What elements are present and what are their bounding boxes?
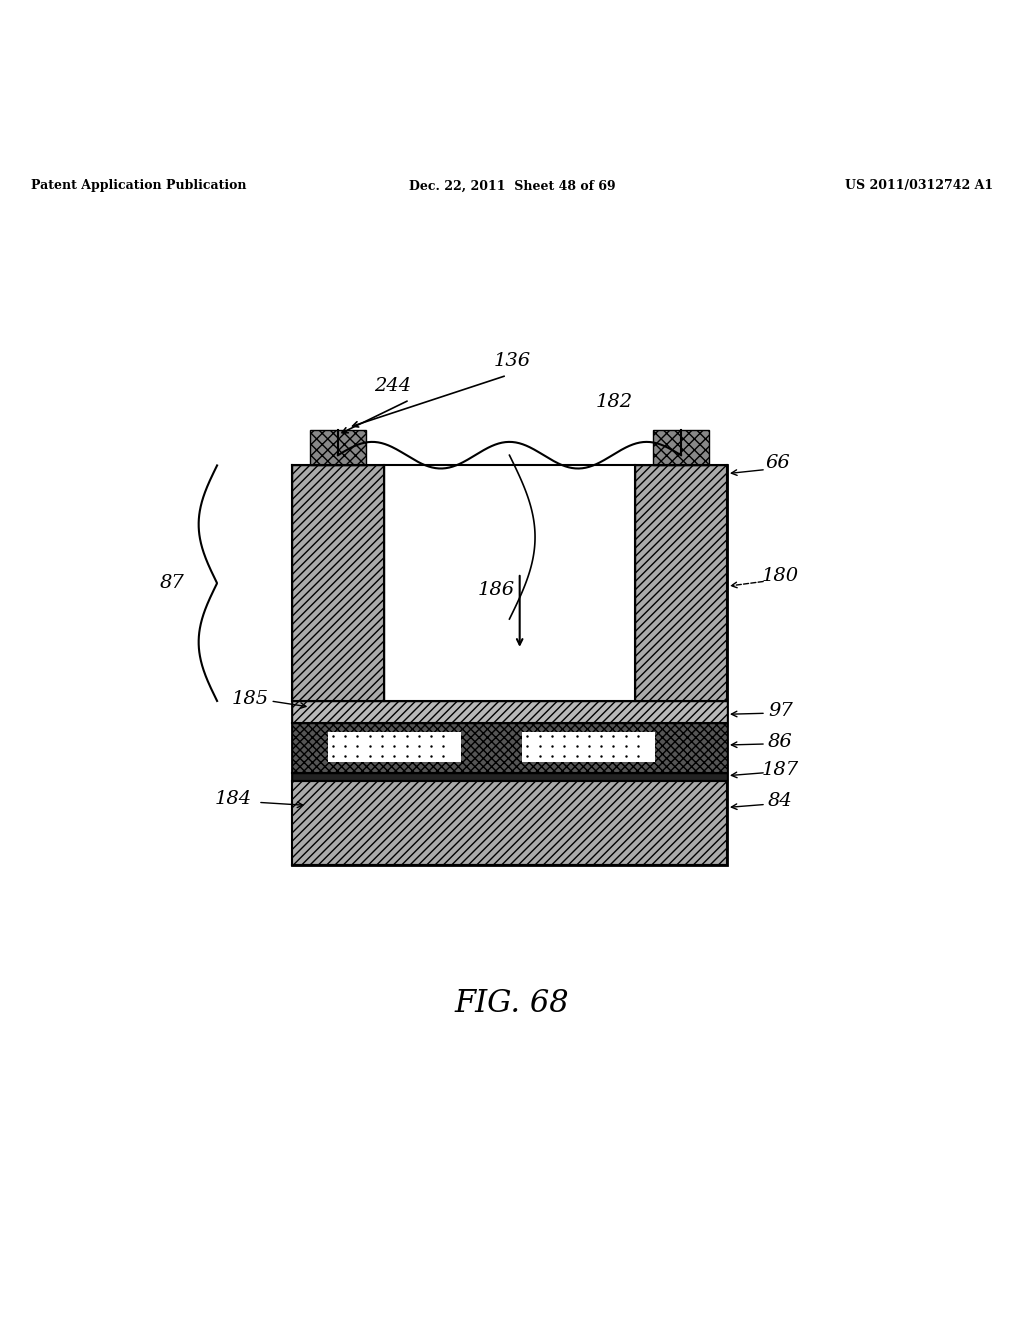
Text: 185: 185 [231, 690, 268, 708]
Bar [635, 466, 727, 701]
Bar [292, 701, 727, 723]
Text: FIG. 68: FIG. 68 [455, 987, 569, 1019]
Text: 84: 84 [768, 792, 793, 810]
Text: 97: 97 [768, 702, 793, 721]
Text: 186: 186 [478, 581, 515, 599]
Bar [292, 781, 727, 865]
Bar [522, 731, 655, 763]
Text: 182: 182 [596, 393, 633, 411]
Bar [292, 466, 727, 865]
Text: US 2011/0312742 A1: US 2011/0312742 A1 [845, 180, 993, 193]
Bar [292, 772, 727, 781]
Text: Dec. 22, 2011  Sheet 48 of 69: Dec. 22, 2011 Sheet 48 of 69 [409, 180, 615, 193]
Text: 87: 87 [160, 574, 184, 593]
Bar [309, 429, 367, 466]
Bar [384, 466, 635, 701]
Bar [653, 429, 709, 466]
Bar [292, 466, 384, 701]
Text: 184: 184 [215, 791, 252, 808]
Text: 86: 86 [768, 733, 793, 751]
Text: 244: 244 [374, 376, 411, 395]
Bar [328, 731, 461, 763]
Text: 66: 66 [766, 454, 791, 473]
Text: 180: 180 [762, 568, 799, 585]
Text: 187: 187 [762, 760, 799, 779]
Text: Patent Application Publication: Patent Application Publication [31, 180, 246, 193]
Text: 136: 136 [494, 352, 530, 370]
Bar [292, 723, 727, 772]
